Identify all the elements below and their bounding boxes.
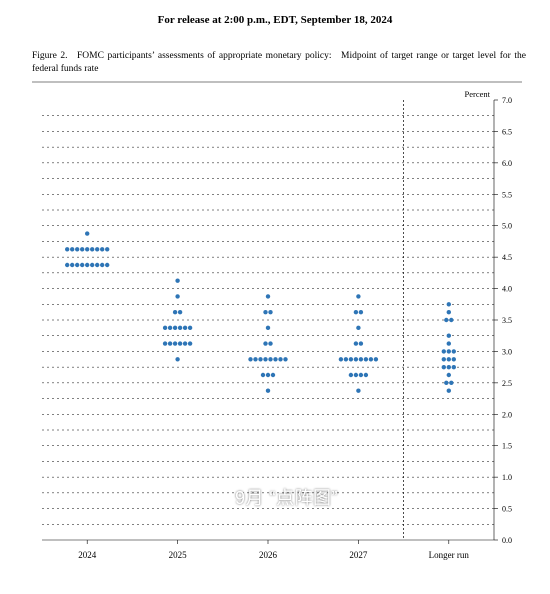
y-axis-tick-labels: 0.0 0.5 1.0 1.5 2.0 2.5 3.0 3.5 4.0 4.5 5.0 5.5 6.0 6… <box>502 96 512 545</box>
svg-text:3.5: 3.5 <box>502 316 512 325</box>
svg-text:Longer run: Longer run <box>429 550 470 560</box>
svg-text:2024: 2024 <box>78 550 97 560</box>
svg-text:2.0: 2.0 <box>502 410 512 419</box>
horizontal-dashed-gridlines <box>42 116 494 525</box>
overlay-annotation: 9月 “点阵图” <box>235 484 338 510</box>
svg-text:Percent: Percent <box>465 89 491 99</box>
y-axis-label: Percent <box>465 89 491 99</box>
svg-text:1.5: 1.5 <box>502 442 512 451</box>
svg-text:4.5: 4.5 <box>502 253 512 262</box>
figure-caption: Figure 2. FOMC participants’ assessments… <box>32 50 526 76</box>
svg-text:0.0: 0.0 <box>502 536 512 545</box>
svg-text:0.5: 0.5 <box>502 505 512 514</box>
data-dots <box>65 231 456 393</box>
svg-text:5.5: 5.5 <box>502 190 512 199</box>
svg-text:5.0: 5.0 <box>502 222 512 231</box>
svg-text:2025: 2025 <box>169 550 188 560</box>
x-axis-category-labels: 2024 2025 2026 2027 Longer run <box>78 550 469 560</box>
svg-text:7.0: 7.0 <box>502 96 512 105</box>
release-line: For release at 2:00 p.m., EDT, September… <box>0 14 550 26</box>
svg-text:2.5: 2.5 <box>502 379 512 388</box>
svg-text:6.5: 6.5 <box>502 127 512 136</box>
svg-text:4.0: 4.0 <box>502 285 512 294</box>
svg-text:1.0: 1.0 <box>502 473 512 482</box>
svg-text:6.0: 6.0 <box>502 159 512 168</box>
svg-text:3.0: 3.0 <box>502 347 512 356</box>
svg-text:2026: 2026 <box>259 550 278 560</box>
svg-text:2027: 2027 <box>349 550 368 560</box>
